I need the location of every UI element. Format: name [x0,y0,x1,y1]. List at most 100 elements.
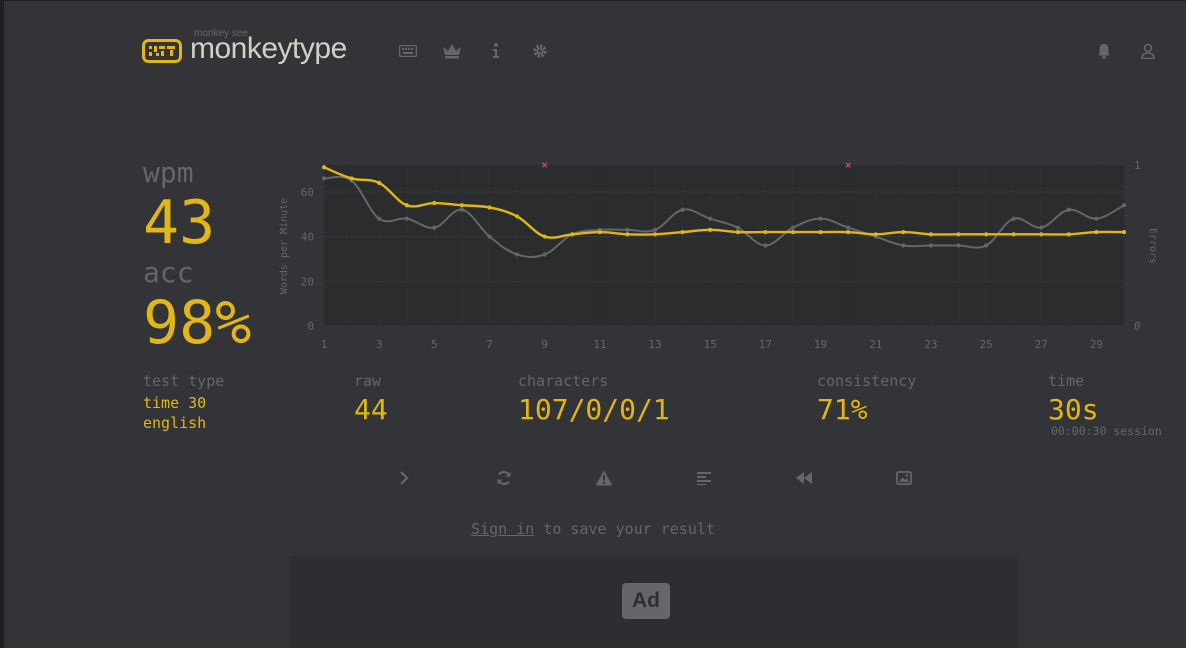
screenshot-icon[interactable] [892,466,916,490]
raw-point [735,225,740,230]
wpm-point [928,232,933,237]
wpm-point [1121,229,1127,235]
wpm-point [349,176,354,181]
raw-point [1039,225,1044,230]
y2-axis-label: Errors [1147,228,1158,264]
warning-icon[interactable] [592,466,616,490]
raw-point [459,207,465,212]
raw-point [790,225,796,230]
raw-point [625,227,630,232]
next-test-icon[interactable] [392,466,416,490]
raw-point [652,227,658,232]
crown-icon[interactable] [441,40,463,62]
user-icon[interactable] [1137,40,1159,62]
error-marker [845,162,851,168]
wpm-value: 43 [143,188,216,258]
acc-label: acc [143,256,194,289]
wpm-point [542,234,547,239]
wpm-point [956,232,961,237]
raw-point [1094,216,1099,221]
x-tick-label: 27 [1035,338,1048,351]
window-edge-left [0,0,4,648]
time-value: 30s [1048,393,1099,426]
test-type-language: english [143,414,207,432]
wpm-point [680,229,685,235]
raw-point [763,243,768,248]
logo-subtitle: monkey see [194,28,248,39]
logo-title: monkeytype [190,32,347,65]
ad-label: Ad [622,583,670,619]
x-tick-label: 29 [1090,338,1103,351]
words-history-icon[interactable] [692,466,716,490]
y-tick-label: 20 [301,275,314,288]
chart-plot-area [324,165,1124,326]
bell-icon[interactable] [1093,40,1115,62]
info-icon[interactable] [485,40,507,62]
x-tick-label: 17 [759,338,772,351]
raw-point [321,176,327,181]
session-time: 00:00:30 session [1051,424,1162,438]
raw-value: 44 [354,393,388,426]
time-label: time [1048,372,1085,390]
raw-label: raw [354,372,382,390]
wpm-point [873,232,878,237]
ad-banner[interactable]: Ad [290,556,1018,648]
x-tick-label: 15 [704,338,717,351]
wpm-point [487,205,492,210]
raw-line [323,175,1125,259]
consistency-value: 71% [817,393,868,426]
wpm-point [790,229,796,235]
raw-point [983,243,989,248]
raw-point [432,225,437,230]
raw-point [708,216,713,221]
consistency-label: consistency [817,372,917,390]
wpm-point [515,214,520,219]
wpm-point [625,232,630,237]
wpm-point [846,229,851,235]
x-tick-label: 9 [541,338,548,351]
wpm-point [570,232,575,237]
raw-point [680,207,685,212]
wpm-point [1011,232,1016,237]
y-axis-label: Words per Minute [279,198,290,294]
raw-point [542,252,547,257]
wpm-point [321,165,327,170]
wpm-point [708,227,713,232]
raw-point [1011,216,1016,221]
y2-tick-label: 0 [1134,320,1141,333]
test-type-label: test type [143,372,225,390]
raw-point [956,243,961,248]
restart-icon[interactable] [492,466,516,490]
wpm-point [1066,232,1071,237]
raw-point [487,234,492,239]
x-tick-label: 13 [648,338,661,351]
test-type-mode: time 30 [143,394,207,412]
x-tick-label: 5 [431,338,438,351]
wpm-point [818,229,823,235]
raw-point [404,216,409,221]
raw-point [818,216,823,221]
signin-link[interactable]: Sign in [471,520,535,538]
signin-text: to save your result [534,520,715,538]
x-tick-label: 1 [321,338,328,351]
gear-icon[interactable] [529,40,551,62]
error-marker-stroke [541,162,548,168]
wpm-point [432,200,437,206]
x-tick-label: 3 [376,338,383,351]
y-tick-label: 60 [301,186,314,199]
raw-point [1121,203,1127,208]
x-tick-label: 21 [869,338,882,351]
wpm-line [323,166,1125,239]
x-tick-label: 7 [486,338,493,351]
wpm-point [377,180,382,185]
replay-icon[interactable] [792,466,816,490]
wpm-series [321,165,1127,239]
chart-grid [323,165,1125,327]
wpm-point [652,232,658,237]
raw-point [901,243,906,248]
characters-value: 107/0/0/1 [518,393,670,426]
raw-point [515,252,520,257]
keyboard-icon[interactable] [397,40,419,62]
y2-tick-label: 1 [1134,159,1141,172]
